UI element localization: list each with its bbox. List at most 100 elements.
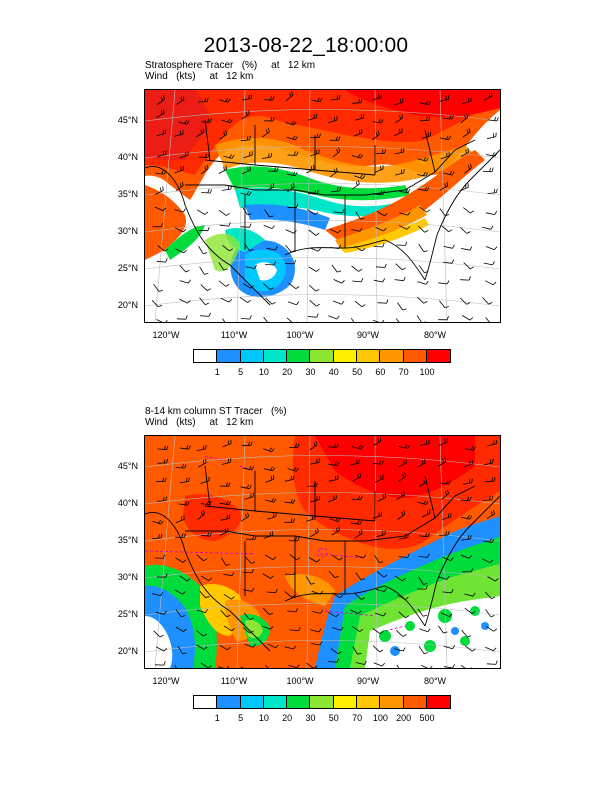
wind-barb-flag xyxy=(452,664,455,668)
wind-barb xyxy=(486,154,496,157)
wind-barb xyxy=(487,192,497,194)
wind-barb xyxy=(175,626,184,632)
colorbar-label: 1 xyxy=(214,367,220,377)
wind-barb xyxy=(265,665,269,668)
panel2-lon-label: 120°W xyxy=(152,676,180,686)
wind-barb-flag xyxy=(270,117,273,122)
wind-barb-flag xyxy=(188,477,190,482)
wind-barb-flag xyxy=(312,164,315,169)
wind-barb xyxy=(398,537,408,540)
wind-barb-flag xyxy=(208,665,212,668)
wind-barb xyxy=(375,588,385,592)
wind-barb-flag xyxy=(160,534,163,539)
wind-barb xyxy=(331,530,340,536)
wind-barb-flag xyxy=(471,568,474,573)
wind-barb xyxy=(196,554,204,562)
wind-barb-flag xyxy=(316,133,319,138)
wind-barb-flag xyxy=(401,128,403,133)
wind-barb xyxy=(284,646,294,650)
wind-barb-flag xyxy=(335,613,340,618)
wind-barb xyxy=(287,468,297,472)
panel2-colorbar xyxy=(193,695,452,709)
wind-barb xyxy=(486,663,496,665)
wind-barb xyxy=(484,95,493,101)
wind-barb xyxy=(219,224,229,227)
wind-barb-flag xyxy=(205,609,209,613)
panel1-title-line1: Stratosphere Tracer (%) at 12 km xyxy=(145,60,316,71)
wind-barb-flag xyxy=(382,319,385,322)
wind-barb xyxy=(461,629,468,638)
wind-barb-flag xyxy=(466,113,469,118)
wind-barb xyxy=(351,498,361,501)
wind-barb-flag xyxy=(360,98,363,103)
wind-barb-flag xyxy=(271,498,275,502)
wind-barb-flag xyxy=(319,590,324,595)
wind-barb-flag xyxy=(295,443,297,448)
wind-barb-flag xyxy=(161,110,163,115)
wind-barb xyxy=(218,280,227,287)
wind-barb-flag xyxy=(491,167,494,172)
wind-barb xyxy=(487,443,497,447)
wind-barb-flag xyxy=(384,149,387,154)
wind-barb-flag xyxy=(403,510,406,515)
wind-barb-flag xyxy=(338,147,341,152)
wind-barb-flag xyxy=(452,645,456,650)
wind-barb-flag xyxy=(334,461,337,466)
wind-barb xyxy=(485,625,494,632)
wind-barb-flag xyxy=(273,261,276,266)
wind-barb xyxy=(397,302,403,311)
wind-barb xyxy=(179,298,188,304)
wind-barb-flag xyxy=(207,226,210,231)
wind-barb xyxy=(263,448,272,453)
wind-barb xyxy=(311,590,321,595)
colorbar-swatch xyxy=(240,696,264,708)
wind-barb-flag xyxy=(359,472,361,477)
wind-barb-flag xyxy=(228,299,233,303)
wind-barb-flag xyxy=(159,634,164,638)
wind-barb xyxy=(308,229,317,236)
wind-barb xyxy=(263,317,268,322)
wind-barb-flag xyxy=(384,212,388,217)
wind-barb-flag xyxy=(270,153,272,158)
wind-barb xyxy=(482,226,491,230)
wind-barb-flag xyxy=(356,520,360,525)
wind-barb-flag xyxy=(271,448,275,453)
wind-barb-flag xyxy=(225,482,228,487)
wind-barb-flag xyxy=(209,118,212,123)
wind-barb xyxy=(264,209,270,218)
wind-barb xyxy=(263,283,271,290)
wind-barb xyxy=(397,594,406,601)
wind-barb-flag xyxy=(451,171,455,176)
wind-barb-flag xyxy=(405,459,407,464)
wind-barb xyxy=(485,480,495,483)
wind-barb xyxy=(328,119,338,123)
wind-barb-flag xyxy=(336,527,338,532)
wind-barb xyxy=(438,441,448,446)
wind-barb-flag xyxy=(203,558,208,562)
wind-barb xyxy=(262,573,271,579)
wind-barb-flag xyxy=(318,628,322,633)
wind-barb xyxy=(460,117,469,124)
wind-barb-flag xyxy=(444,491,448,496)
wind-barb-flag xyxy=(296,151,299,156)
panel2-lat-label: 30°N xyxy=(117,572,138,582)
wind-barb-flag xyxy=(428,116,431,121)
wind-barb xyxy=(441,225,449,233)
wind-barb-flag xyxy=(225,500,229,505)
panel2-lat-label: 40°N xyxy=(117,498,138,508)
wind-barb-flag xyxy=(231,572,235,576)
wind-barb-flag xyxy=(310,165,313,170)
wind-barb-flag xyxy=(164,610,167,615)
wind-barb-flag xyxy=(163,648,168,652)
wind-barb-flag xyxy=(223,268,228,271)
wind-barb-flag xyxy=(184,119,188,124)
wind-barb xyxy=(461,538,471,541)
wind-barb-flag xyxy=(464,115,467,120)
wind-barb-flag xyxy=(442,458,445,463)
wind-barb xyxy=(222,318,226,322)
wind-barb-flag xyxy=(404,533,407,539)
colorbar-label: 40 xyxy=(328,367,339,377)
figure-title: 2013-08-22_18:00:00 xyxy=(203,34,409,57)
wind-barb xyxy=(353,132,363,137)
wind-barb-flag xyxy=(489,167,492,172)
